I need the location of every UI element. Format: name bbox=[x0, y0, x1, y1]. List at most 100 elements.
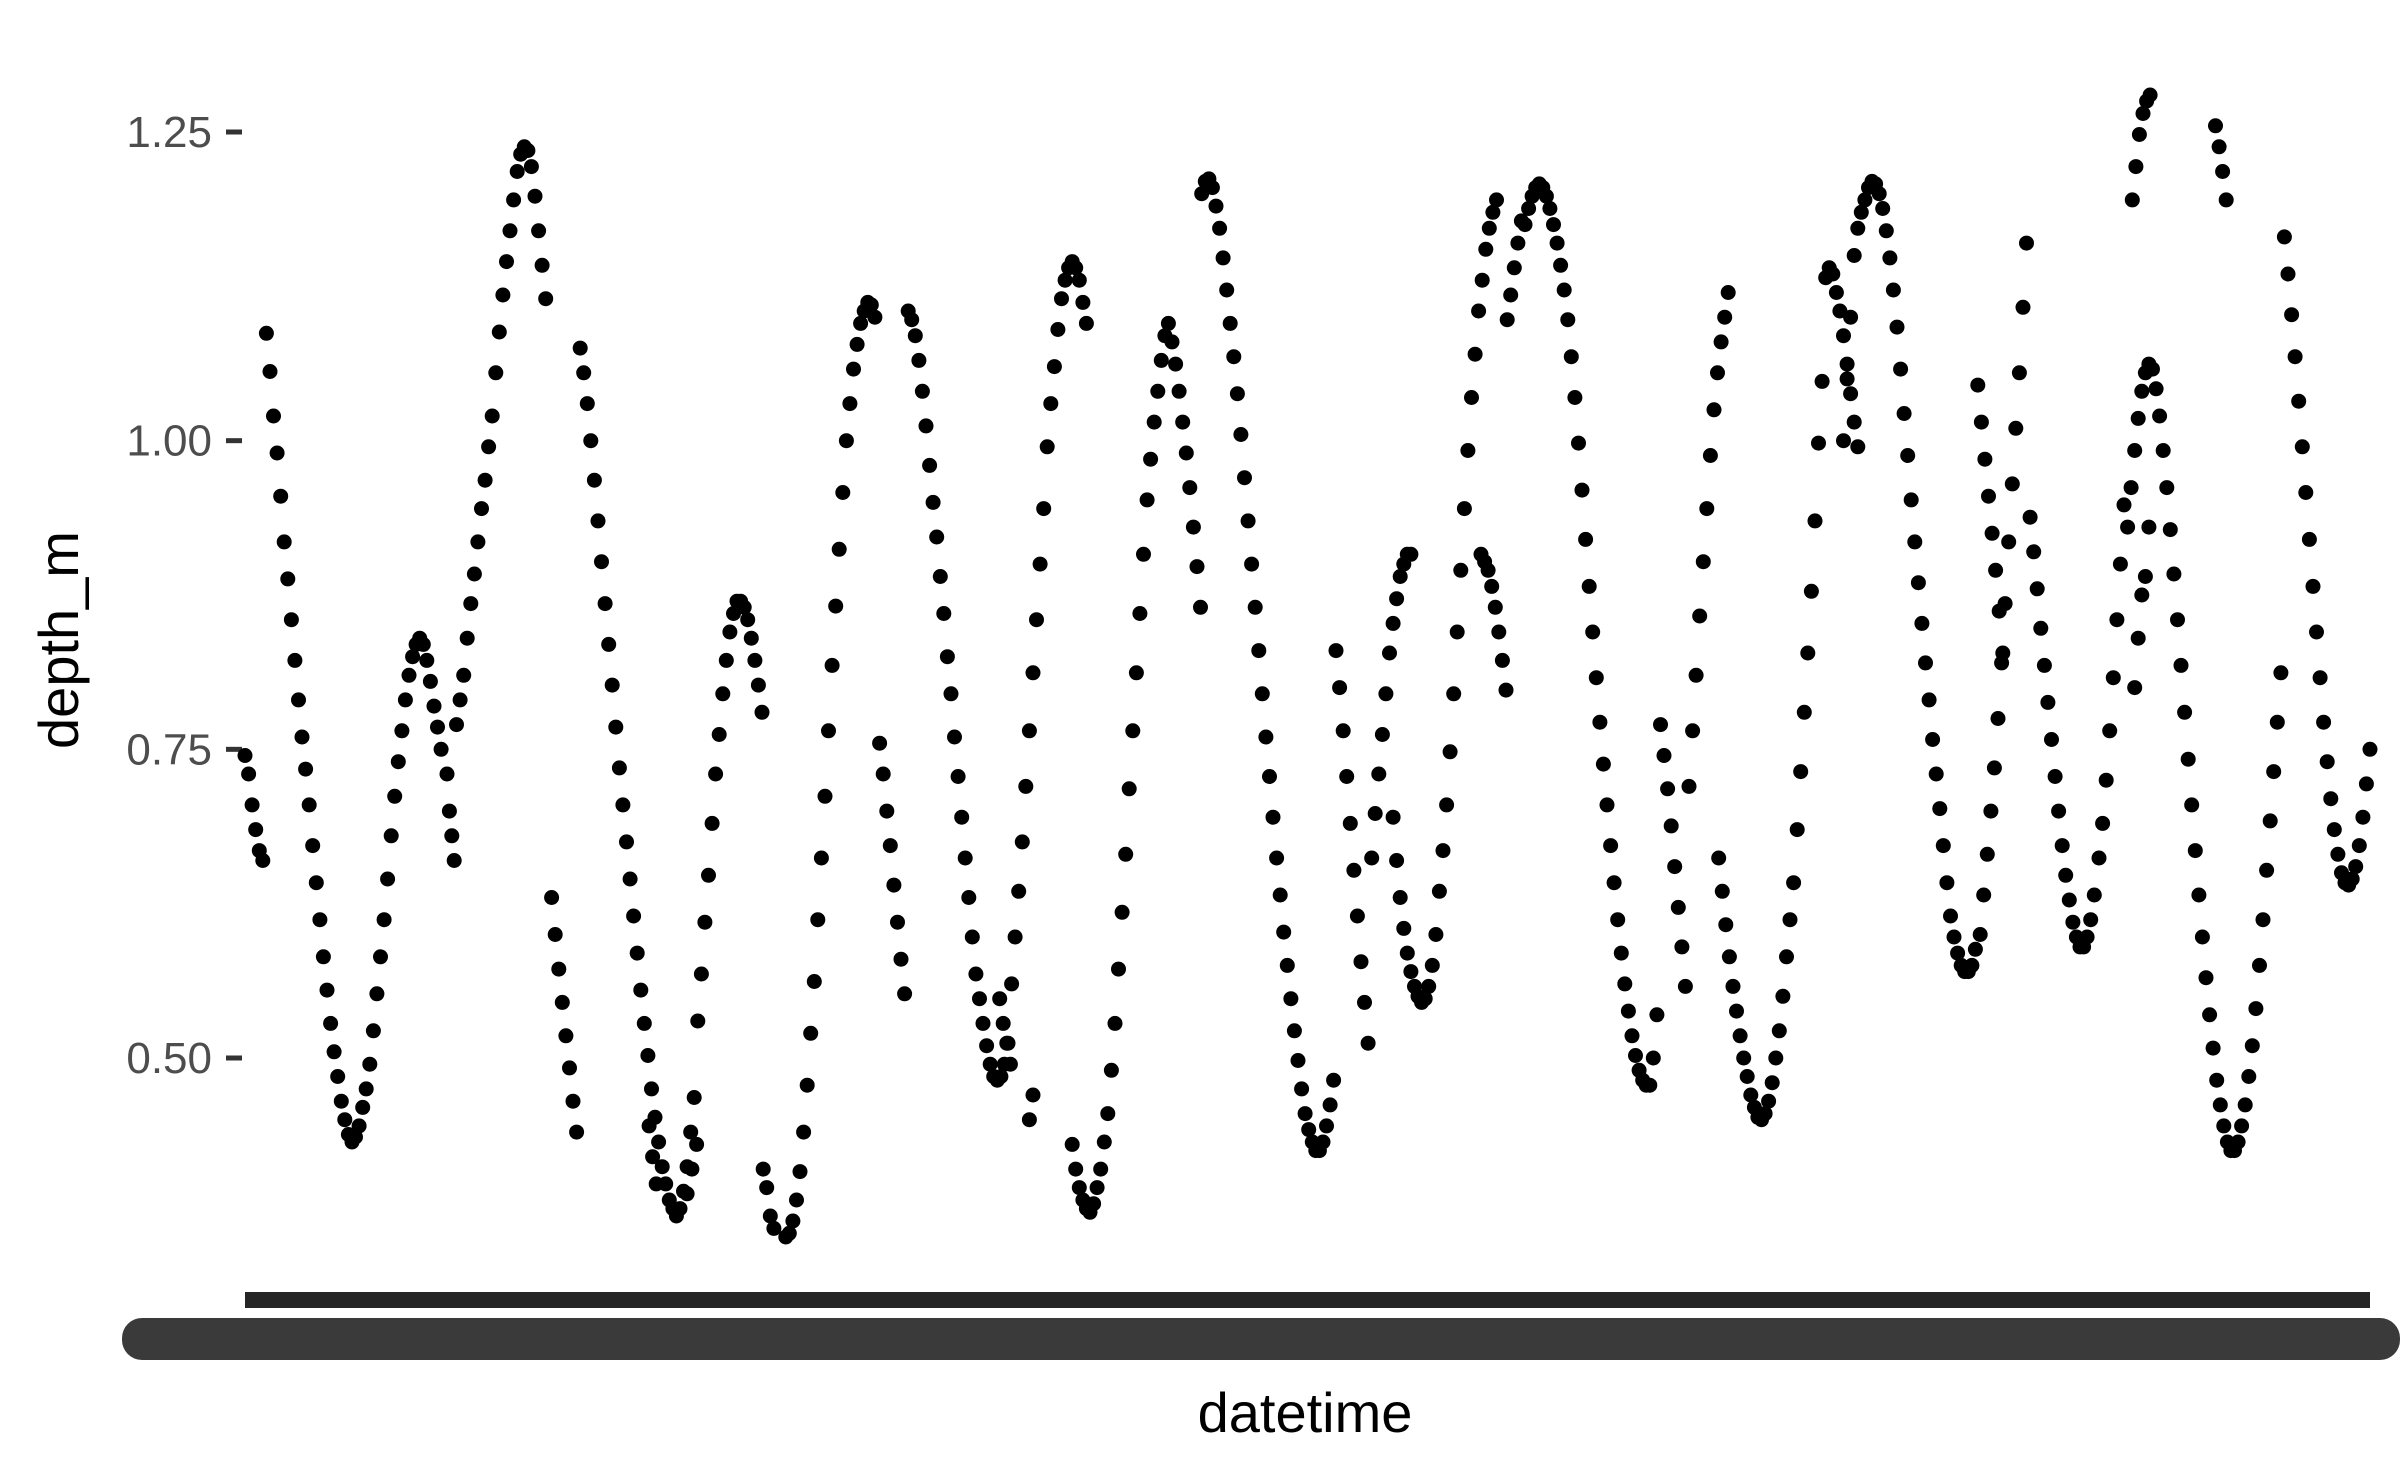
data-point bbox=[799, 1077, 815, 1093]
data-point bbox=[280, 571, 296, 587]
data-point bbox=[1360, 1035, 1376, 1051]
data-point bbox=[1825, 266, 1841, 282]
data-point bbox=[1538, 188, 1554, 204]
data-point bbox=[2211, 139, 2227, 155]
data-point bbox=[1118, 846, 1134, 862]
data-point bbox=[651, 1134, 667, 1150]
data-point bbox=[241, 766, 257, 782]
data-point bbox=[2086, 887, 2102, 903]
data-point bbox=[961, 890, 977, 905]
data-point bbox=[294, 729, 310, 745]
data-point bbox=[1979, 846, 1995, 862]
data-point bbox=[1478, 241, 1494, 257]
data-point bbox=[1506, 260, 1522, 276]
data-point bbox=[1775, 988, 1791, 1004]
data-point bbox=[648, 1176, 664, 1192]
data-point bbox=[1663, 818, 1679, 834]
data-point bbox=[1093, 1161, 1109, 1177]
data-point bbox=[1374, 727, 1390, 742]
data-point bbox=[376, 912, 392, 928]
data-point bbox=[1771, 1023, 1787, 1039]
data-point bbox=[1918, 655, 1933, 671]
data-point bbox=[754, 704, 770, 720]
data-point bbox=[583, 433, 599, 449]
y-tick-label: 1.25 bbox=[126, 108, 212, 157]
data-point bbox=[1453, 562, 1469, 578]
data-point bbox=[1702, 448, 1718, 463]
data-point bbox=[975, 1015, 991, 1031]
data-point bbox=[481, 439, 497, 455]
data-point bbox=[1007, 929, 1023, 945]
data-point bbox=[1588, 670, 1604, 686]
data-point bbox=[2054, 838, 2070, 854]
data-point bbox=[1796, 704, 1812, 720]
data-point bbox=[1389, 591, 1405, 607]
data-point bbox=[641, 1118, 657, 1134]
data-point bbox=[291, 692, 306, 708]
data-point bbox=[305, 838, 321, 854]
data-point bbox=[2266, 764, 2282, 780]
data-point bbox=[565, 1093, 581, 1109]
data-point bbox=[1729, 1003, 1744, 1019]
data-point bbox=[1692, 608, 1708, 624]
data-point bbox=[846, 361, 861, 377]
data-point bbox=[947, 729, 962, 745]
data-point bbox=[2284, 307, 2300, 323]
data-point bbox=[831, 541, 847, 557]
data-point bbox=[957, 850, 973, 866]
data-point bbox=[2142, 87, 2158, 103]
data-point bbox=[1517, 217, 1533, 233]
data-point bbox=[1717, 309, 1733, 325]
data-point bbox=[1139, 492, 1155, 508]
data-point bbox=[276, 534, 292, 550]
data-point bbox=[1244, 556, 1260, 572]
data-point bbox=[1240, 513, 1256, 529]
data-point bbox=[954, 809, 970, 825]
data-point bbox=[2127, 443, 2143, 458]
data-point bbox=[1542, 201, 1558, 216]
data-point bbox=[258, 325, 274, 341]
data-point bbox=[972, 991, 987, 1007]
data-point bbox=[1485, 204, 1501, 220]
data-point bbox=[2351, 838, 2367, 854]
data-point bbox=[1907, 534, 1923, 550]
data-point bbox=[597, 596, 613, 612]
data-point bbox=[886, 877, 902, 893]
data-point bbox=[474, 501, 489, 517]
data-point bbox=[743, 630, 759, 646]
data-point bbox=[810, 912, 826, 928]
data-point bbox=[1986, 760, 2002, 776]
data-point bbox=[1606, 875, 1622, 891]
data-point bbox=[586, 472, 602, 488]
data-point bbox=[477, 472, 493, 488]
data-point bbox=[2131, 127, 2147, 142]
data-point bbox=[1997, 596, 2013, 612]
data-point bbox=[1464, 390, 1479, 405]
data-point bbox=[1043, 396, 1059, 412]
data-point bbox=[1442, 744, 1458, 760]
data-point bbox=[2309, 624, 2324, 640]
data-point bbox=[283, 612, 299, 628]
data-point bbox=[1843, 386, 1859, 402]
data-point bbox=[527, 188, 543, 204]
data-point bbox=[1258, 729, 1274, 745]
data-point bbox=[2198, 970, 2214, 986]
data-point bbox=[929, 529, 945, 545]
data-point bbox=[2159, 480, 2175, 496]
data-point bbox=[689, 1136, 705, 1152]
data-point bbox=[1428, 927, 1444, 942]
data-point bbox=[1322, 1097, 1338, 1113]
data-point bbox=[2004, 476, 2020, 492]
data-point bbox=[1021, 723, 1037, 739]
data-point bbox=[679, 1186, 695, 1202]
data-point bbox=[415, 636, 431, 652]
data-point bbox=[2262, 813, 2278, 829]
x-axis-title: datetime bbox=[1198, 1381, 1413, 1444]
data-point bbox=[1481, 220, 1497, 236]
data-point bbox=[269, 445, 285, 461]
data-point bbox=[298, 761, 314, 777]
data-point bbox=[1939, 875, 1955, 891]
data-point bbox=[1269, 850, 1285, 866]
data-point bbox=[1984, 525, 2000, 541]
data-point bbox=[1977, 451, 1993, 467]
